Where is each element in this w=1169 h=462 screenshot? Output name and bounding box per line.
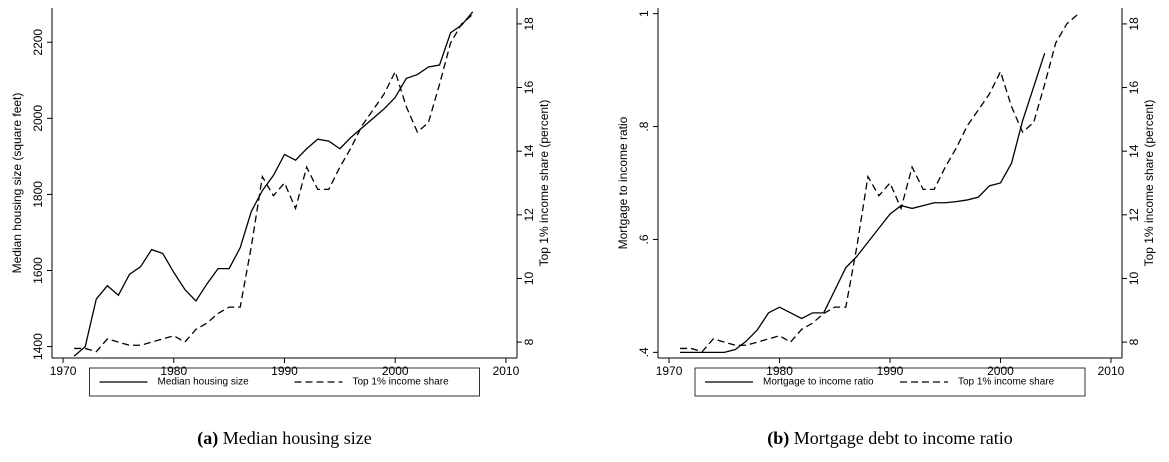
y-axis-title: Median housing size (square feet) <box>10 93 24 274</box>
y2-tick-label: 12 <box>522 208 536 222</box>
x-tick-label: 2010 <box>1098 364 1125 378</box>
y2-tick-label: 16 <box>522 81 536 95</box>
legend-box <box>89 367 480 397</box>
panel: 1970 1980 1990 2000 201014001600180020002200… <box>10 8 551 449</box>
y2-tick-label: 8 <box>1127 338 1141 345</box>
series-line <box>74 13 474 353</box>
y-tick-label: 1600 <box>31 257 45 284</box>
x-tick-label: 2010 <box>493 364 520 378</box>
caption-text: Median housing size <box>223 428 372 448</box>
y-tick-label: .8 <box>637 121 651 131</box>
caption: (b) Mortgage debt to income ratio <box>767 428 1012 449</box>
caption: (a) Median housing size <box>197 428 371 449</box>
y-tick-label: .4 <box>637 347 651 357</box>
legend-label: Median housing size <box>158 377 250 388</box>
y-tick-label: 1 <box>637 10 651 17</box>
x-tick-label: 1970 <box>50 364 77 378</box>
y-tick-label: .6 <box>637 234 651 244</box>
x-tick-label: 1990 <box>271 364 298 378</box>
y-tick-label: 2200 <box>31 29 45 56</box>
y2-tick-label: 14 <box>1127 144 1141 158</box>
legend-box <box>694 367 1086 397</box>
caption-label: (b) <box>767 428 789 449</box>
y-tick-label: 1400 <box>31 333 45 360</box>
legend-label: Top 1% income share <box>958 377 1055 388</box>
caption-text: Mortgage debt to income ratio <box>794 428 1013 448</box>
legend-label: Mortgage to income ratio <box>763 377 874 388</box>
x-tick-label: 1990 <box>877 364 904 378</box>
y2-axis-title: Top 1% income share (percent) <box>537 100 551 267</box>
y2-tick-label: 18 <box>522 17 536 31</box>
y-tick-label: 1800 <box>31 181 45 208</box>
legend-label: Top 1% income share <box>353 377 450 388</box>
y2-tick-label: 10 <box>1127 271 1141 285</box>
y2-tick-label: 14 <box>522 144 536 158</box>
caption-label: (a) <box>197 428 218 449</box>
panel: 1970 1980 1990 2000 2010.4.6.8181012141618Mo… <box>616 8 1156 449</box>
x-tick-label: 1970 <box>656 364 683 378</box>
y2-tick-label: 8 <box>522 338 536 345</box>
y2-tick-label: 18 <box>1127 17 1141 31</box>
series-line <box>680 52 1046 353</box>
series-line <box>680 13 1079 353</box>
y2-axis-title: Top 1% income share (percent) <box>1142 100 1156 267</box>
series-line <box>73 11 474 357</box>
y2-tick-label: 12 <box>1127 208 1141 222</box>
y-axis-title: Mortgage to income ratio <box>616 116 630 249</box>
y2-tick-label: 16 <box>1127 81 1141 95</box>
y2-tick-label: 10 <box>522 271 536 285</box>
y-tick-label: 2000 <box>31 105 45 132</box>
